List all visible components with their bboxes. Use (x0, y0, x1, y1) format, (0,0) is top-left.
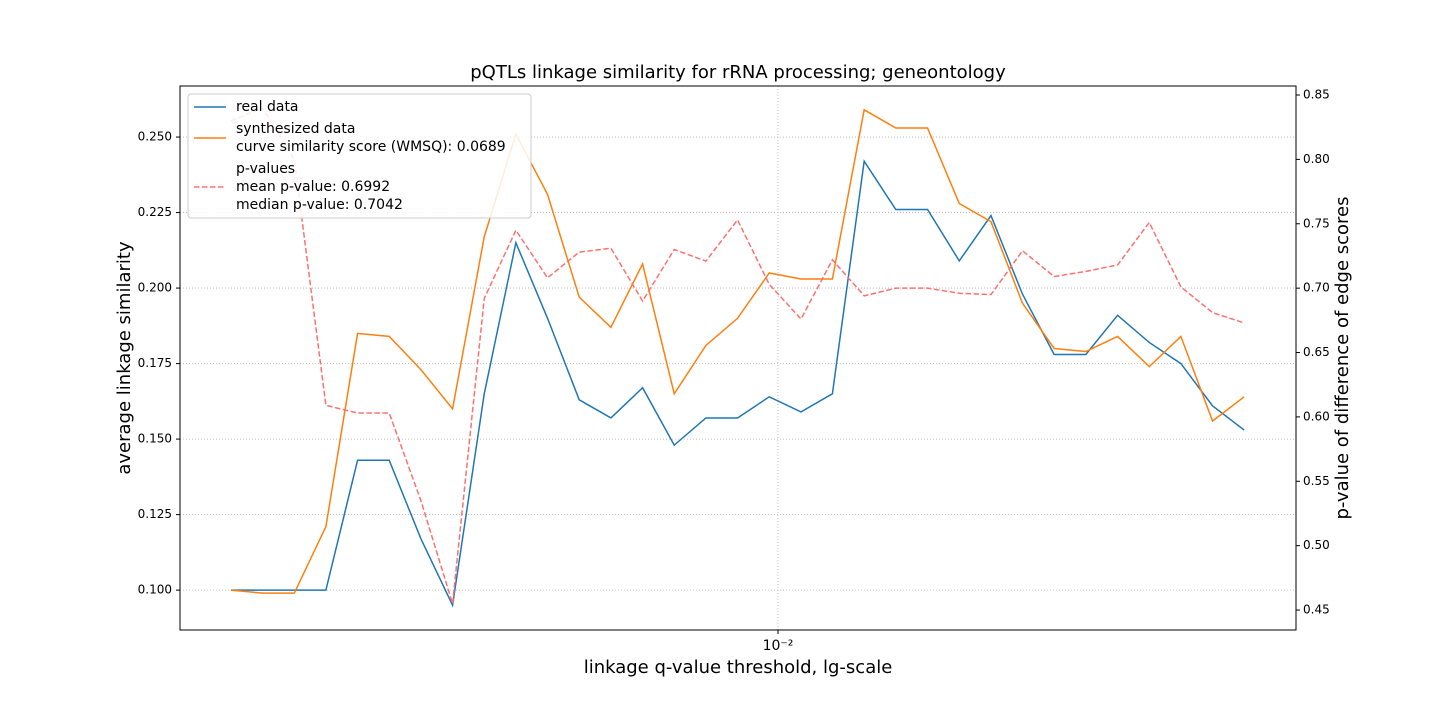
y2-tick-label: 0.75 (1303, 216, 1330, 230)
y-tick-label: 0.250 (138, 130, 172, 144)
legend-label: p-values mean p-value: 0.6992 median p-val… (236, 161, 403, 213)
y-tick-label: 0.200 (138, 281, 172, 295)
y-tick-label: 0.225 (138, 205, 172, 219)
series-line (230, 159, 1245, 608)
y-axis-label: average linkage similarity (114, 241, 135, 475)
y2-tick-label: 0.80 (1303, 152, 1330, 166)
y2-tick-label: 0.60 (1303, 409, 1330, 423)
y2-tick-label: 0.45 (1303, 603, 1330, 617)
y2-tick-label: 0.85 (1303, 88, 1330, 102)
x-axis-label: linkage q-value threshold, lg-scale (584, 657, 893, 678)
series-line (230, 108, 1245, 594)
y-tick-label: 0.150 (138, 432, 172, 446)
y-tick-label: 0.100 (138, 583, 172, 597)
y-tick-label: 0.125 (138, 507, 172, 521)
y2-tick-label: 0.50 (1303, 538, 1330, 552)
plot-frame (179, 85, 1297, 631)
legend-label: synthesized data curve similarity score (… (236, 121, 506, 155)
x-tick-label: 10⁻² (763, 638, 794, 654)
y2-tick-label: 0.55 (1303, 474, 1330, 488)
legend-box (187, 93, 532, 219)
y2-tick-label: 0.65 (1303, 345, 1330, 359)
y-tick-label: 0.175 (138, 356, 172, 370)
legend-label: real data (236, 99, 299, 115)
chart-title: pQTLs linkage similarity for rRNA proces… (470, 62, 1006, 83)
y2-axis-label: p-value of difference of edge scores (1332, 196, 1353, 519)
y2-tick-label: 0.70 (1303, 281, 1330, 295)
